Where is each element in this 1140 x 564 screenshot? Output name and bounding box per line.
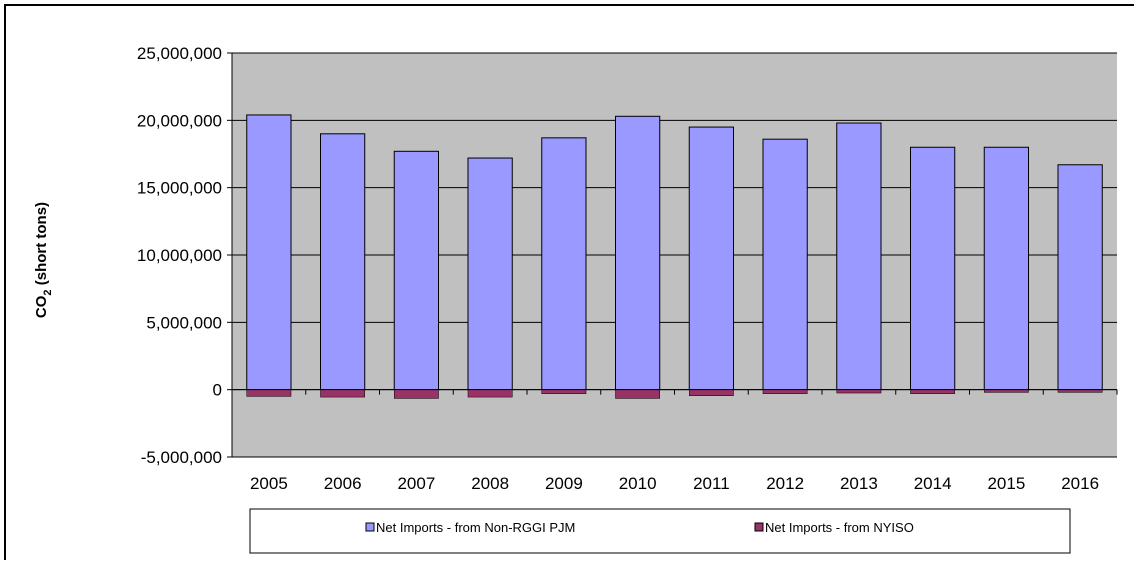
x-tick-label: 2010 <box>619 474 657 493</box>
bar-non-rggi-pjm <box>836 122 882 391</box>
x-tick-label: 2012 <box>766 474 804 493</box>
legend-box <box>249 508 1071 554</box>
legend: Net Imports - from Non-RGGI PJM Net Impo… <box>249 508 1071 554</box>
x-tick-label: 2007 <box>397 474 435 493</box>
legend-swatch-non-rggi-pjm <box>365 522 375 532</box>
bar-nyiso <box>246 389 292 397</box>
x-tick-label: 2009 <box>545 474 583 493</box>
axes <box>227 52 1118 458</box>
bar-non-rggi-pjm <box>762 138 808 391</box>
bar-nyiso <box>467 389 513 398</box>
bar-non-rggi-pjm <box>393 150 439 391</box>
bar-nyiso <box>762 389 808 394</box>
y-tick-label: -5,000,000 <box>141 448 222 467</box>
y-tick-label: 15,000,000 <box>137 179 222 198</box>
x-tick-label: 2008 <box>471 474 509 493</box>
x-tick-label: 2015 <box>987 474 1025 493</box>
y-tick-labels: 25,000,000 20,000,000 15,000,000 10,000,000… <box>137 44 222 467</box>
bar-non-rggi-pjm <box>320 133 366 391</box>
y-axis-label: CO2 (short tons) <box>33 202 54 318</box>
y-axis-label-rest: (short tons) <box>33 202 50 290</box>
y-tick-label: 25,000,000 <box>137 44 222 63</box>
bars <box>246 114 1103 399</box>
x-tick-label: 2005 <box>250 474 288 493</box>
legend-label-nyiso: Net Imports - from NYISO <box>765 520 914 535</box>
bar-non-rggi-pjm <box>688 126 734 391</box>
y-tick-label: 5,000,000 <box>146 313 222 332</box>
bar-non-rggi-pjm <box>615 115 661 391</box>
x-tick-label: 2006 <box>324 474 362 493</box>
y-tick-label: 10,000,000 <box>137 246 222 265</box>
bar-nyiso <box>836 389 882 394</box>
bar-non-rggi-pjm <box>910 146 956 391</box>
legend-swatch-nyiso <box>754 522 764 532</box>
y-tick-label: 0 <box>213 381 222 400</box>
x-tick-label: 2014 <box>914 474 952 493</box>
x-tick-label: 2011 <box>693 474 730 493</box>
bar-nyiso <box>394 389 439 399</box>
y-axis-label-sub: 2 <box>42 289 54 295</box>
y-axis-label-main: CO <box>33 295 50 318</box>
chart-frame <box>4 4 1134 560</box>
x-tick-label: 2016 <box>1061 474 1099 493</box>
bar-non-rggi-pjm <box>246 114 292 391</box>
bar-non-rggi-pjm <box>467 157 513 391</box>
bar-nyiso <box>689 389 734 396</box>
bar-nyiso <box>541 389 587 394</box>
bar-nyiso <box>615 389 660 399</box>
bar-non-rggi-pjm <box>983 146 1029 391</box>
legend-label-non-rggi-pjm: Net Imports - from Non-RGGI PJM <box>376 520 575 535</box>
bar-non-rggi-pjm <box>541 137 587 391</box>
y-tick-label: 20,000,000 <box>137 111 222 130</box>
bar-nyiso <box>910 389 955 394</box>
bar-nyiso <box>320 389 365 398</box>
bar-non-rggi-pjm <box>1057 164 1103 391</box>
x-tick-labels: 2005 2006 2007 2008 2009 2010 2011 2012 2013 2014… <box>250 474 1099 493</box>
x-tick-label: 2013 <box>840 474 878 493</box>
